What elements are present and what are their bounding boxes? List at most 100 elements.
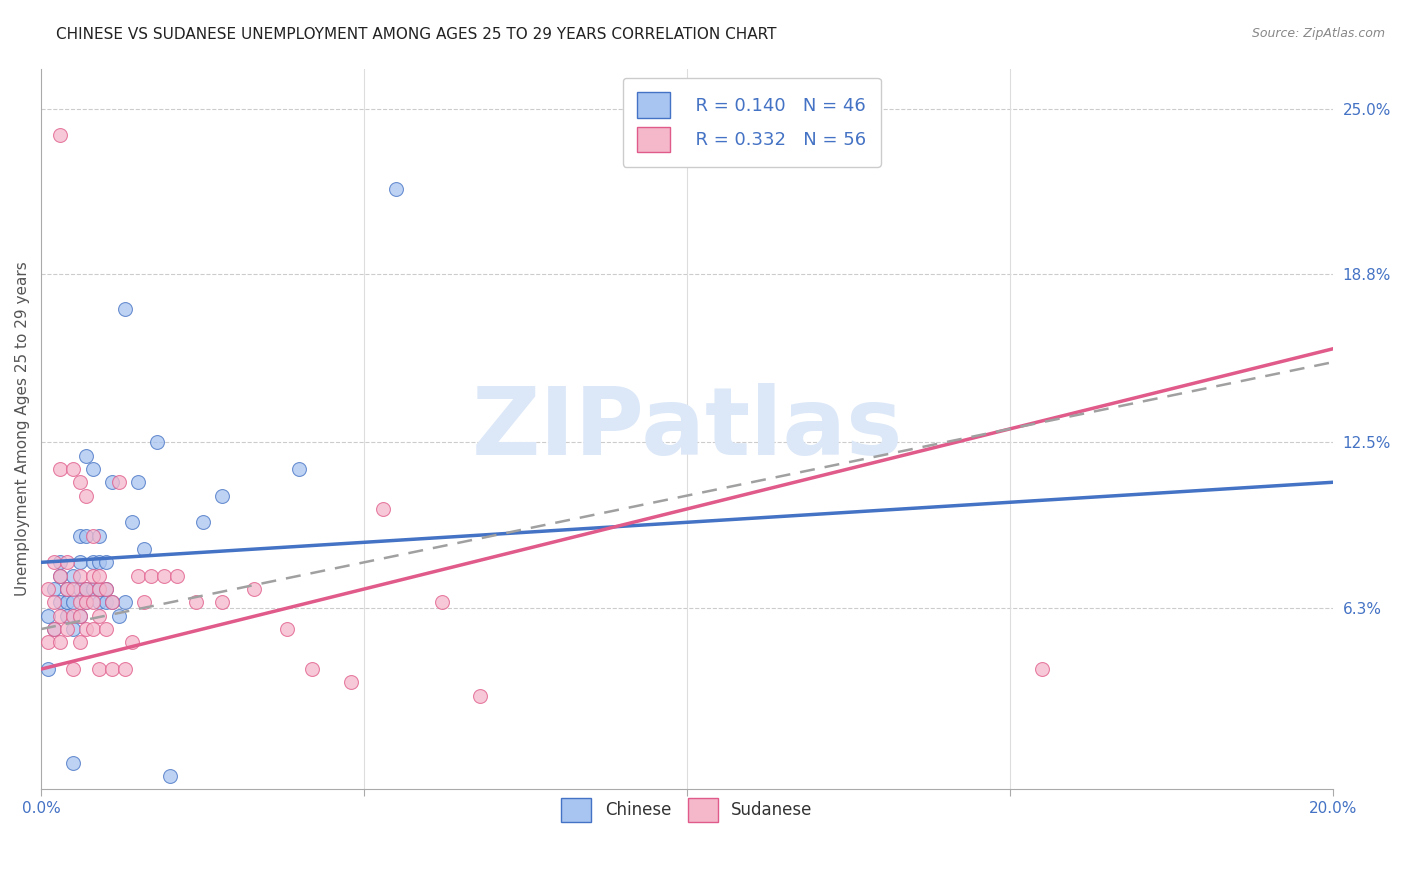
Point [211, 595, 233, 609]
Point [288, 462, 311, 476]
Point [62, 582, 84, 596]
Point [114, 301, 136, 316]
Point [37, 608, 59, 623]
Point [69, 608, 91, 623]
Point [94, 595, 117, 609]
Point [82, 555, 104, 569]
Point [184, 595, 207, 609]
Point [49, 635, 72, 649]
Point [62, 595, 84, 609]
Text: Source: ZipAtlas.com: Source: ZipAtlas.com [1251, 27, 1385, 40]
Point [82, 582, 104, 596]
Point [89, 528, 111, 542]
Point [276, 622, 298, 636]
Y-axis label: Unemployment Among Ages 25 to 29 years: Unemployment Among Ages 25 to 29 years [15, 261, 30, 596]
Point [101, 475, 124, 490]
Point [49, 555, 72, 569]
Point [62, 568, 84, 582]
Point [101, 595, 124, 609]
Point [127, 568, 149, 582]
Point [42, 622, 65, 636]
Point [134, 541, 156, 556]
Point [82, 462, 104, 476]
Point [69, 528, 91, 542]
Point [42, 622, 65, 636]
Point [114, 662, 136, 676]
Point [94, 555, 117, 569]
Point [75, 489, 97, 503]
Text: ZIPatlas: ZIPatlas [471, 383, 903, 475]
Point [146, 435, 169, 450]
Point [101, 595, 124, 609]
Text: CHINESE VS SUDANESE UNEMPLOYMENT AMONG AGES 25 TO 29 YEARS CORRELATION CHART: CHINESE VS SUDANESE UNEMPLOYMENT AMONG A… [56, 27, 776, 42]
Point [385, 181, 408, 195]
Point [69, 595, 91, 609]
Point [69, 608, 91, 623]
Point [82, 568, 104, 582]
Point [56, 622, 79, 636]
Legend: Chinese, Sudanese: Chinese, Sudanese [548, 785, 825, 835]
Point [49, 462, 72, 476]
Point [82, 595, 104, 609]
Point [75, 595, 97, 609]
Point [139, 568, 162, 582]
Point [114, 595, 136, 609]
Point [89, 662, 111, 676]
Point [301, 662, 323, 676]
Point [430, 595, 453, 609]
Point [56, 608, 79, 623]
Point [37, 582, 59, 596]
Point [69, 582, 91, 596]
Point [89, 608, 111, 623]
Point [121, 635, 143, 649]
Point [82, 528, 104, 542]
Point [89, 555, 111, 569]
Point [42, 555, 65, 569]
Point [75, 528, 97, 542]
Point [89, 582, 111, 596]
Point [69, 635, 91, 649]
Point [62, 462, 84, 476]
Point [49, 608, 72, 623]
Point [211, 489, 233, 503]
Point [107, 608, 129, 623]
Point [191, 516, 214, 530]
Point [37, 635, 59, 649]
Point [94, 582, 117, 596]
Point [75, 595, 97, 609]
Point [75, 582, 97, 596]
Point [89, 568, 111, 582]
Point [56, 582, 79, 596]
Point [159, 769, 181, 783]
Point [69, 568, 91, 582]
Point [56, 555, 79, 569]
Point [89, 595, 111, 609]
Point [69, 475, 91, 490]
Point [42, 582, 65, 596]
Point [373, 502, 395, 516]
Point [49, 128, 72, 143]
Point [121, 516, 143, 530]
Point [42, 595, 65, 609]
Point [56, 595, 79, 609]
Point [94, 622, 117, 636]
Point [49, 568, 72, 582]
Point [243, 582, 266, 596]
Point [69, 555, 91, 569]
Point [107, 475, 129, 490]
Point [37, 662, 59, 676]
Point [62, 622, 84, 636]
Point [1031, 662, 1053, 676]
Point [94, 582, 117, 596]
Point [75, 449, 97, 463]
Point [75, 582, 97, 596]
Point [89, 582, 111, 596]
Point [56, 582, 79, 596]
Point [166, 568, 188, 582]
Point [153, 568, 176, 582]
Point [49, 595, 72, 609]
Point [82, 622, 104, 636]
Point [127, 475, 149, 490]
Point [134, 595, 156, 609]
Point [470, 689, 492, 703]
